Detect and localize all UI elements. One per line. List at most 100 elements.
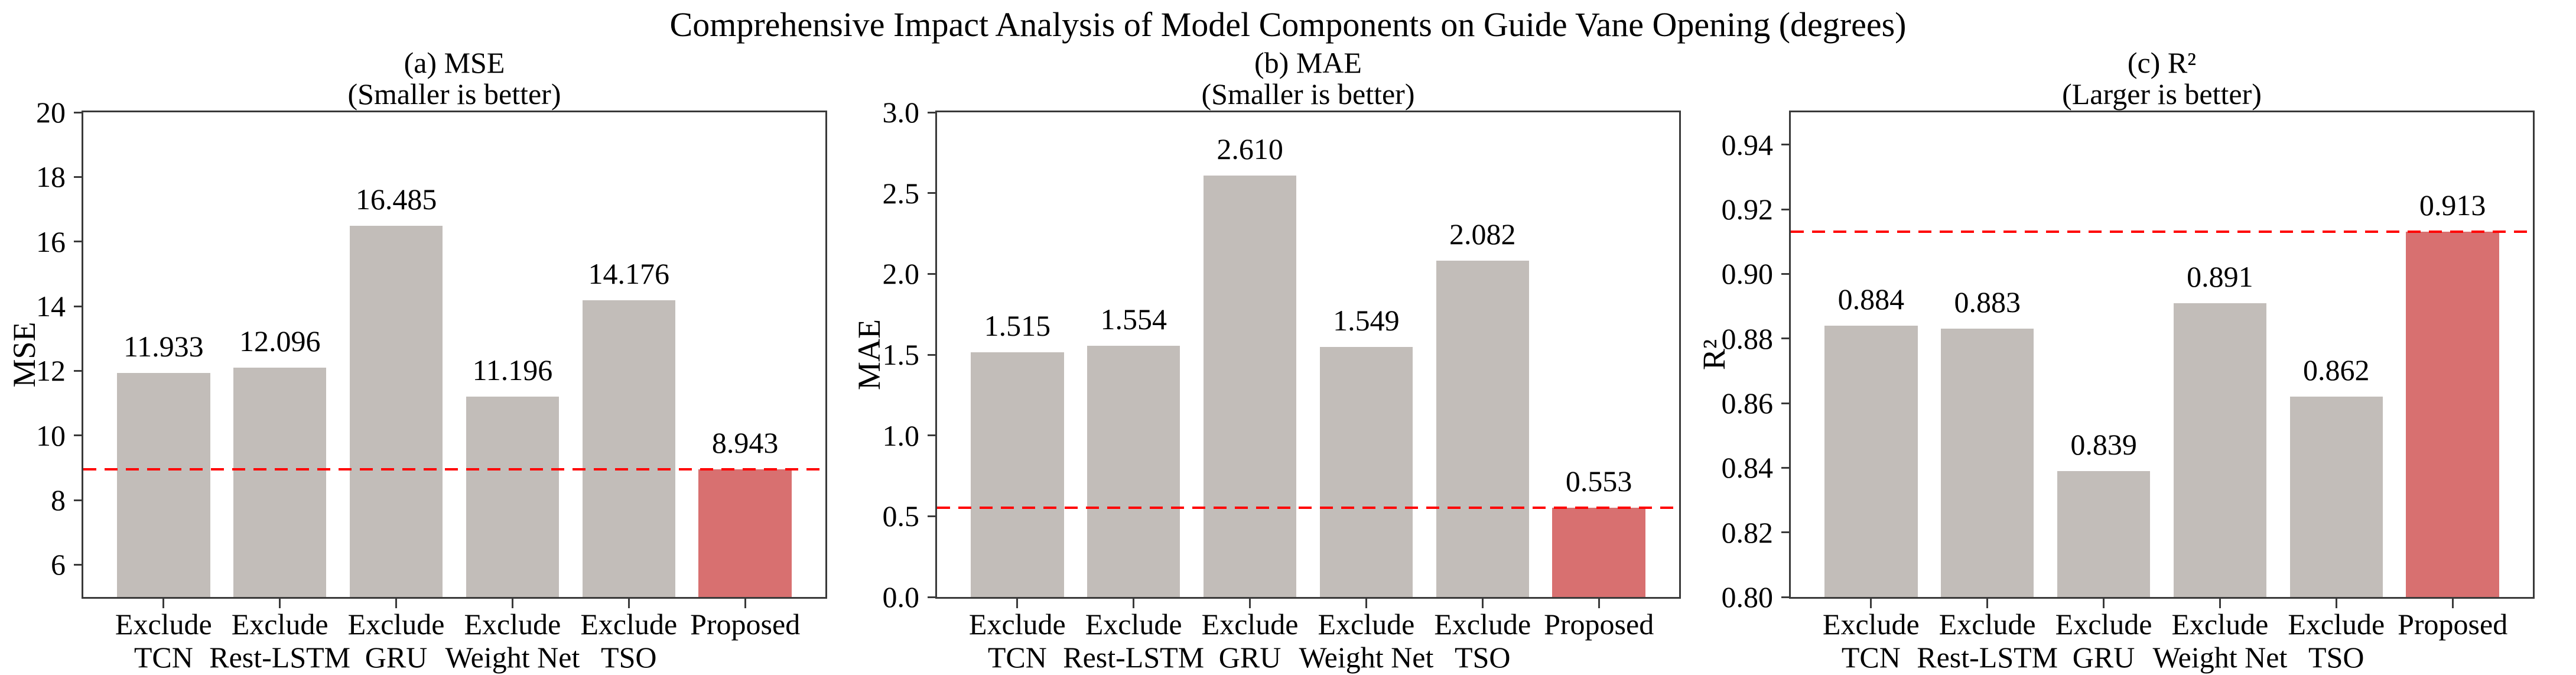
- bar-value-label: 0.913: [2419, 189, 2486, 222]
- x-tick-label-line: TCN: [987, 641, 1047, 674]
- x-tick-label-line: TCN: [134, 641, 193, 674]
- x-tick-label-line: Rest-LSTM: [209, 641, 351, 674]
- x-tick-label-line: Weight Net: [1299, 641, 1434, 674]
- reference-line: [83, 468, 825, 471]
- bar-value-label: 11.196: [472, 353, 553, 387]
- x-tick-label-line: Exclude: [2171, 608, 2269, 641]
- bar-value-label: 0.883: [1954, 285, 2021, 319]
- x-tick-mark: [1986, 599, 1989, 608]
- bar: [1824, 325, 1918, 597]
- y-tick-mark: [928, 515, 937, 517]
- x-tick-label-line: Exclude: [580, 608, 678, 641]
- bar-value-label: 8.943: [711, 426, 779, 460]
- x-tick-mark: [1598, 599, 1600, 608]
- x-tick-label: Exclude Weight Net: [2152, 608, 2287, 674]
- bar: [1087, 346, 1180, 597]
- y-tick-label: 0.84: [1721, 451, 1774, 485]
- y-tick-label: 6: [51, 548, 66, 582]
- bar-value-label: 1.549: [1333, 303, 1400, 337]
- x-tick-label-line: TSO: [601, 641, 657, 674]
- bar-value-label: 0.553: [1565, 464, 1632, 498]
- x-tick-label-line: Exclude: [1318, 608, 1415, 641]
- x-tick-mark: [1016, 599, 1019, 608]
- x-tick-label: Exclude TSO: [2288, 608, 2385, 674]
- y-tick-label: 12: [36, 354, 66, 388]
- bar-value-label: 14.176: [588, 257, 670, 291]
- y-tick-mark: [1781, 596, 1791, 598]
- y-tick-mark: [1781, 466, 1791, 469]
- x-tick-label-line: TSO: [1455, 641, 1511, 674]
- y-tick-mark: [74, 241, 83, 243]
- bar: [1203, 175, 1297, 597]
- x-tick-mark: [744, 599, 746, 608]
- x-tick-label-line: Proposed: [2398, 608, 2508, 641]
- x-tick-mark: [2451, 599, 2454, 608]
- bar-value-label: 16.485: [355, 183, 437, 216]
- y-tick-mark: [1781, 144, 1791, 146]
- x-tick-label: Exclude TSO: [1434, 608, 1531, 674]
- x-tick-label-line: Exclude: [115, 608, 212, 641]
- x-tick-label-line: Exclude: [1085, 608, 1182, 641]
- y-tick-mark: [74, 305, 83, 307]
- y-tick-label: 14: [36, 290, 66, 323]
- x-tick-label-line: Exclude: [1201, 608, 1299, 641]
- subplot-title: (b) MAE (Smaller is better): [935, 47, 1681, 110]
- bar-value-label: 1.554: [1100, 303, 1167, 336]
- y-tick-mark: [928, 434, 937, 437]
- x-tick-mark: [2335, 599, 2337, 608]
- subplot-title-line1: (b) MAE: [1254, 46, 1362, 79]
- bar-value-label: 2.082: [1449, 217, 1516, 251]
- x-tick-mark: [1481, 599, 1484, 608]
- y-tick-label: 16: [36, 225, 66, 258]
- y-tick-mark: [928, 596, 937, 598]
- subplot-title-line1: (c) R²: [2127, 46, 2197, 79]
- x-tick-label-line: Proposed: [690, 608, 801, 641]
- x-tick-mark: [395, 599, 398, 608]
- y-tick-mark: [1781, 208, 1791, 210]
- x-tick-label-line: Weight Net: [445, 641, 580, 674]
- y-tick-mark: [74, 499, 83, 501]
- y-tick-label: 0.80: [1721, 580, 1774, 614]
- bar: [582, 300, 676, 597]
- x-tick-label-line: Exclude: [2055, 608, 2152, 641]
- bar: [466, 397, 560, 597]
- reference-line: [1791, 231, 2533, 233]
- y-tick-label: 0.92: [1721, 193, 1774, 226]
- y-tick-label: 0.82: [1721, 515, 1774, 549]
- plot-area-mae: MAE 0.0 0.5 1.0 1.5 2.0 2.5 3.0 1.515 Exclude TCN…: [851, 96, 1681, 674]
- x-tick-mark: [1133, 599, 1135, 608]
- y-tick-label: 18: [36, 160, 66, 194]
- x-tick-label-line: GRU: [365, 641, 428, 674]
- y-tick-label: 0.86: [1721, 387, 1774, 420]
- bar-value-label: 0.891: [2187, 259, 2253, 293]
- y-tick-mark: [1781, 338, 1791, 340]
- bar-value-label: 0.884: [1837, 282, 1905, 316]
- bar: [698, 469, 792, 597]
- y-tick-label: 0.5: [882, 499, 920, 533]
- x-tick-label-line: Exclude: [464, 608, 561, 641]
- plot-area-mse: MSE 6 8 10 12 14 16 18 20 11.933 Exclude TCN 12.096…: [6, 96, 827, 674]
- y-tick-label: 0.90: [1721, 257, 1774, 291]
- bar: [1552, 507, 1645, 597]
- x-tick-label: Exclude GRU: [1202, 608, 1299, 674]
- subplot-subtitle: (Larger is better): [2062, 77, 2262, 111]
- reference-line: [937, 506, 1679, 509]
- x-tick-mark: [2219, 599, 2221, 608]
- x-tick-label-line: Weight Net: [2152, 641, 2288, 674]
- y-tick-label: 2.0: [882, 257, 920, 291]
- bar: [2173, 303, 2267, 597]
- y-tick-mark: [1781, 531, 1791, 534]
- subplot-title-line1: (a) MSE: [404, 46, 505, 79]
- x-tick-label: Exclude GRU: [2055, 608, 2152, 674]
- bar: [349, 226, 443, 597]
- y-tick-label: 1.5: [882, 338, 920, 371]
- x-tick-label-line: GRU: [2072, 641, 2135, 674]
- x-tick-label: Exclude Rest-LSTM: [1917, 608, 2058, 674]
- bar: [1436, 260, 1530, 597]
- y-tick-label: 2.5: [882, 176, 920, 210]
- subplot-subtitle: (Smaller is better): [347, 77, 561, 111]
- x-tick-label: Exclude Rest-LSTM: [209, 608, 350, 674]
- bar-value-label: 0.862: [2303, 353, 2370, 387]
- y-tick-mark: [928, 111, 937, 113]
